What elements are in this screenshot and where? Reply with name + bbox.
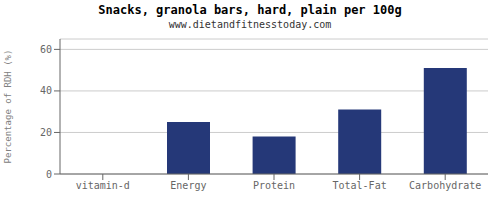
html-text:Snacks, granola bars, hard, pl: Snacks, granola bars, hard, plain per 10… (98, 3, 402, 17)
svg-text:60: 60 (40, 44, 52, 55)
svg-text:Percentage of RDH (%): Percentage of RDH (%) (8, 50, 13, 164)
svg-text:20: 20 (40, 127, 52, 138)
svg-text:vitamin-d: vitamin-d (76, 180, 130, 191)
svg-text:Carbohydrate: Carbohydrate (409, 180, 481, 191)
svg-text:0: 0 (46, 169, 52, 180)
svg-text:Energy: Energy (170, 180, 206, 191)
html-text:www.dietandfitnesstoday.com: www.dietandfitnesstoday.com (168, 19, 332, 30)
svg-text:Total-Fat: Total-Fat (333, 180, 387, 191)
svg-text:Protein: Protein (253, 180, 295, 191)
svg-text:40: 40 (40, 85, 52, 96)
